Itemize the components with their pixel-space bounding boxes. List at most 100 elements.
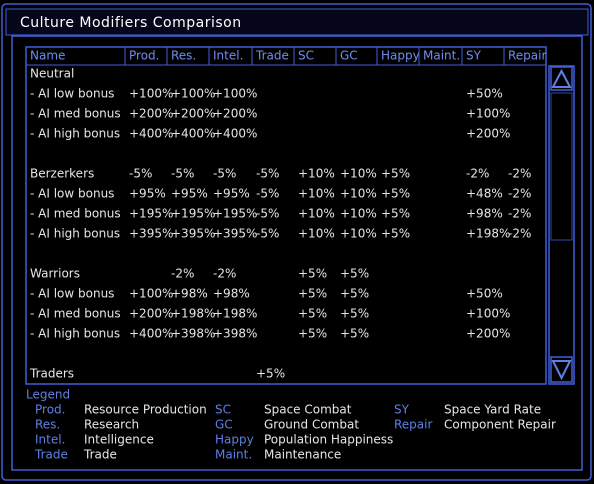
cell-value: +95%	[171, 187, 208, 201]
cell-value: -2%	[508, 207, 531, 221]
row-name: - AI med bonus	[30, 107, 121, 121]
column-header: Name	[30, 49, 65, 63]
cell-value: +100%	[213, 87, 257, 101]
cell-value: -5%	[129, 167, 152, 181]
legend-abbr: GC	[215, 418, 233, 432]
cell-value: +98%	[213, 287, 250, 301]
cell-value: +10%	[340, 167, 377, 181]
column-header: Happy	[381, 49, 420, 63]
cell-value: +200%	[171, 107, 215, 121]
cell-value: -5%	[256, 207, 279, 221]
up-arrow	[551, 68, 572, 88]
column-header: Res.	[171, 49, 196, 63]
legend-abbr: SY	[394, 403, 410, 417]
legend-abbr: Prod.	[35, 403, 65, 417]
cell-value: +5%	[340, 307, 369, 321]
cell-value: +400%	[213, 127, 257, 141]
table: Name Prod. Res. Intel. Trade SC GC Happy Maint. S…	[29, 47, 546, 381]
down-arrow	[551, 360, 572, 381]
column-header: Repair	[508, 49, 546, 63]
row-name: Traders	[29, 367, 74, 381]
cell-value: -5%	[213, 167, 236, 181]
window-frame	[1, 3, 592, 481]
row-name: - AI high bonus	[30, 127, 120, 141]
column-header: Intel.	[213, 49, 243, 63]
legend-abbr: Intel.	[35, 433, 65, 447]
column-header: SC	[298, 49, 314, 63]
cell-value: +200%	[129, 307, 173, 321]
cell-value: +10%	[298, 227, 335, 241]
legend-full: Trade	[83, 448, 117, 462]
cell-value: -5%	[256, 187, 279, 201]
cell-value: +5%	[340, 327, 369, 341]
cell-value: +50%	[466, 287, 503, 301]
cell-value: +10%	[340, 207, 377, 221]
cell-value: -2%	[171, 267, 194, 281]
row-name: - AI med bonus	[30, 307, 121, 321]
row-name: Warriors	[30, 267, 80, 281]
cell-value: +5%	[298, 307, 327, 321]
legend-full: Space Yard Rate	[444, 403, 541, 417]
cell-value: +200%	[213, 107, 257, 121]
cell-value: +395%	[171, 227, 215, 241]
cell-value: +10%	[298, 207, 335, 221]
cell-value: +195%	[171, 207, 215, 221]
cell-value: -5%	[256, 227, 279, 241]
cell-value: +398%	[171, 327, 215, 341]
cell-value: +10%	[340, 227, 377, 241]
row-name: - AI high bonus	[30, 327, 120, 341]
column-header: SY	[466, 49, 482, 63]
row-name: - AI low bonus	[30, 187, 114, 201]
column-header: Trade	[255, 49, 289, 63]
legend-full: Component Repair	[444, 418, 556, 432]
cell-value: +100%	[466, 307, 510, 321]
cell-value: +398%	[213, 327, 257, 341]
cell-value: -2%	[466, 167, 489, 181]
row-name: Neutral	[30, 67, 74, 81]
cell-value: +395%	[129, 227, 173, 241]
cell-value: +395%	[213, 227, 257, 241]
legend-abbr: Trade	[34, 448, 68, 462]
table-frame	[25, 46, 547, 385]
legend-abbr: SC	[215, 403, 231, 417]
cell-value: +10%	[340, 187, 377, 201]
cell-value: +5%	[340, 287, 369, 301]
column-header: Prod.	[129, 49, 159, 63]
cell-value: +5%	[381, 167, 410, 181]
cell-value: +10%	[298, 167, 335, 181]
legend: Prod. Resource Production Res. Research Inte…	[34, 403, 556, 462]
legend-abbr: Happy	[215, 433, 254, 447]
cell-value: +98%	[466, 207, 503, 221]
cell-value: +5%	[298, 267, 327, 281]
scroll-up[interactable]	[550, 66, 573, 91]
cell-value: -2%	[508, 167, 531, 181]
window-title: Culture Modifiers Comparison	[20, 15, 242, 31]
cell-value: +100%	[129, 87, 173, 101]
cell-value: +198%	[466, 227, 510, 241]
legend-full: Space Combat	[264, 403, 352, 417]
cell-value: +198%	[171, 307, 215, 321]
scroll-down[interactable]	[550, 356, 573, 383]
row-name: - AI med bonus	[30, 207, 121, 221]
cell-value: +400%	[129, 327, 173, 341]
cell-value: +10%	[298, 187, 335, 201]
cell-value: +200%	[466, 127, 510, 141]
legend-full: Research	[84, 418, 139, 432]
scrollbar[interactable]	[548, 65, 575, 385]
row-name: - AI low bonus	[30, 287, 114, 301]
legend-abbr: Repair	[394, 418, 432, 432]
cell-value: +98%	[171, 287, 208, 301]
cell-value: +5%	[256, 367, 285, 381]
cell-value: +200%	[466, 327, 510, 341]
legend-full: Resource Production	[84, 403, 207, 417]
cell-value: -2%	[508, 227, 531, 241]
cell-value: +400%	[171, 127, 215, 141]
cell-value: +5%	[340, 267, 369, 281]
cell-value: +95%	[129, 187, 166, 201]
cell-value: +195%	[129, 207, 173, 221]
cell-value: +100%	[171, 87, 215, 101]
scroll-thumb[interactable]	[550, 92, 573, 241]
column-header: Maint.	[423, 49, 460, 63]
legend-abbr: Res.	[35, 418, 60, 432]
